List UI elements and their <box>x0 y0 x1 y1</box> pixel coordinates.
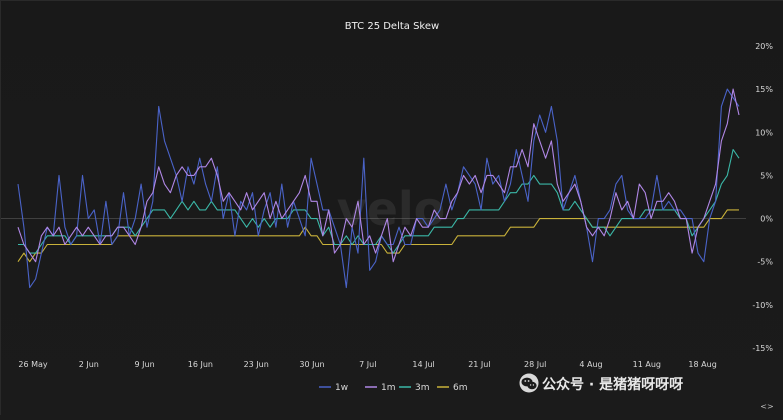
legend-label: 3m <box>415 383 430 393</box>
x-tick-label: 11 Aug <box>633 360 661 369</box>
series-line-1w <box>17 88 740 289</box>
legend-item-6m[interactable]: 6m <box>437 383 468 393</box>
x-tick-label: 30 Jun <box>299 360 324 369</box>
y-tick-label: -5% <box>757 258 773 267</box>
y-tick-label: 15% <box>755 85 773 94</box>
legend-label: 6m <box>453 383 468 393</box>
y-tick-label: 0% <box>760 215 773 224</box>
legend: 1w 1m 3m 6m <box>319 383 468 393</box>
x-tick-label: 23 Jun <box>244 360 269 369</box>
x-tick-label: 14 Jul <box>412 360 434 369</box>
legend-label: 1w <box>335 383 348 393</box>
y-tick-label: 5% <box>760 171 773 180</box>
x-axis-labels: 26 May 2 Jun 9 Jun 16 Jun 23 Jun 30 Jun 7 Jul 1… <box>18 360 716 369</box>
y-tick-label: 20% <box>755 42 773 51</box>
scroll-control[interactable]: <> <box>760 402 773 411</box>
series-lines <box>17 88 740 289</box>
watermark-text: 公众号 · 是猪猪呀呀呀 <box>542 376 683 393</box>
series-line-1m <box>17 88 740 263</box>
x-tick-label: 7 Jul <box>359 360 376 369</box>
y-tick-label: -15% <box>752 344 773 353</box>
legend-label: 1m <box>381 383 396 393</box>
legend-item-1w[interactable]: 1w <box>319 383 348 393</box>
watermark-group: 公众号 · 是猪猪呀呀呀 <box>519 373 683 393</box>
chart-title: BTC 25 Delta Skew <box>345 21 439 32</box>
x-tick-label: 21 Jul <box>468 360 490 369</box>
x-tick-label: 18 Aug <box>688 360 716 369</box>
x-tick-label: 16 Jun <box>188 360 213 369</box>
wechat-icon <box>519 373 539 393</box>
x-tick-label: 4 Aug <box>579 360 602 369</box>
x-tick-label: 26 May <box>18 360 48 369</box>
y-tick-label: 10% <box>755 128 773 137</box>
y-axis-labels: 20% 15% 10% 5% 0% -5% -10% -15% <box>752 42 773 353</box>
background-watermark: velo <box>337 182 446 236</box>
x-tick-label: 28 Jul <box>524 360 546 369</box>
series-line-3m <box>18 148 740 254</box>
x-tick-label: 9 Jun <box>135 360 155 369</box>
x-tick-label: 2 Jun <box>79 360 99 369</box>
y-tick-label: -10% <box>752 301 773 310</box>
legend-item-1m[interactable]: 1m <box>365 383 396 393</box>
legend-item-3m[interactable]: 3m <box>399 383 430 393</box>
